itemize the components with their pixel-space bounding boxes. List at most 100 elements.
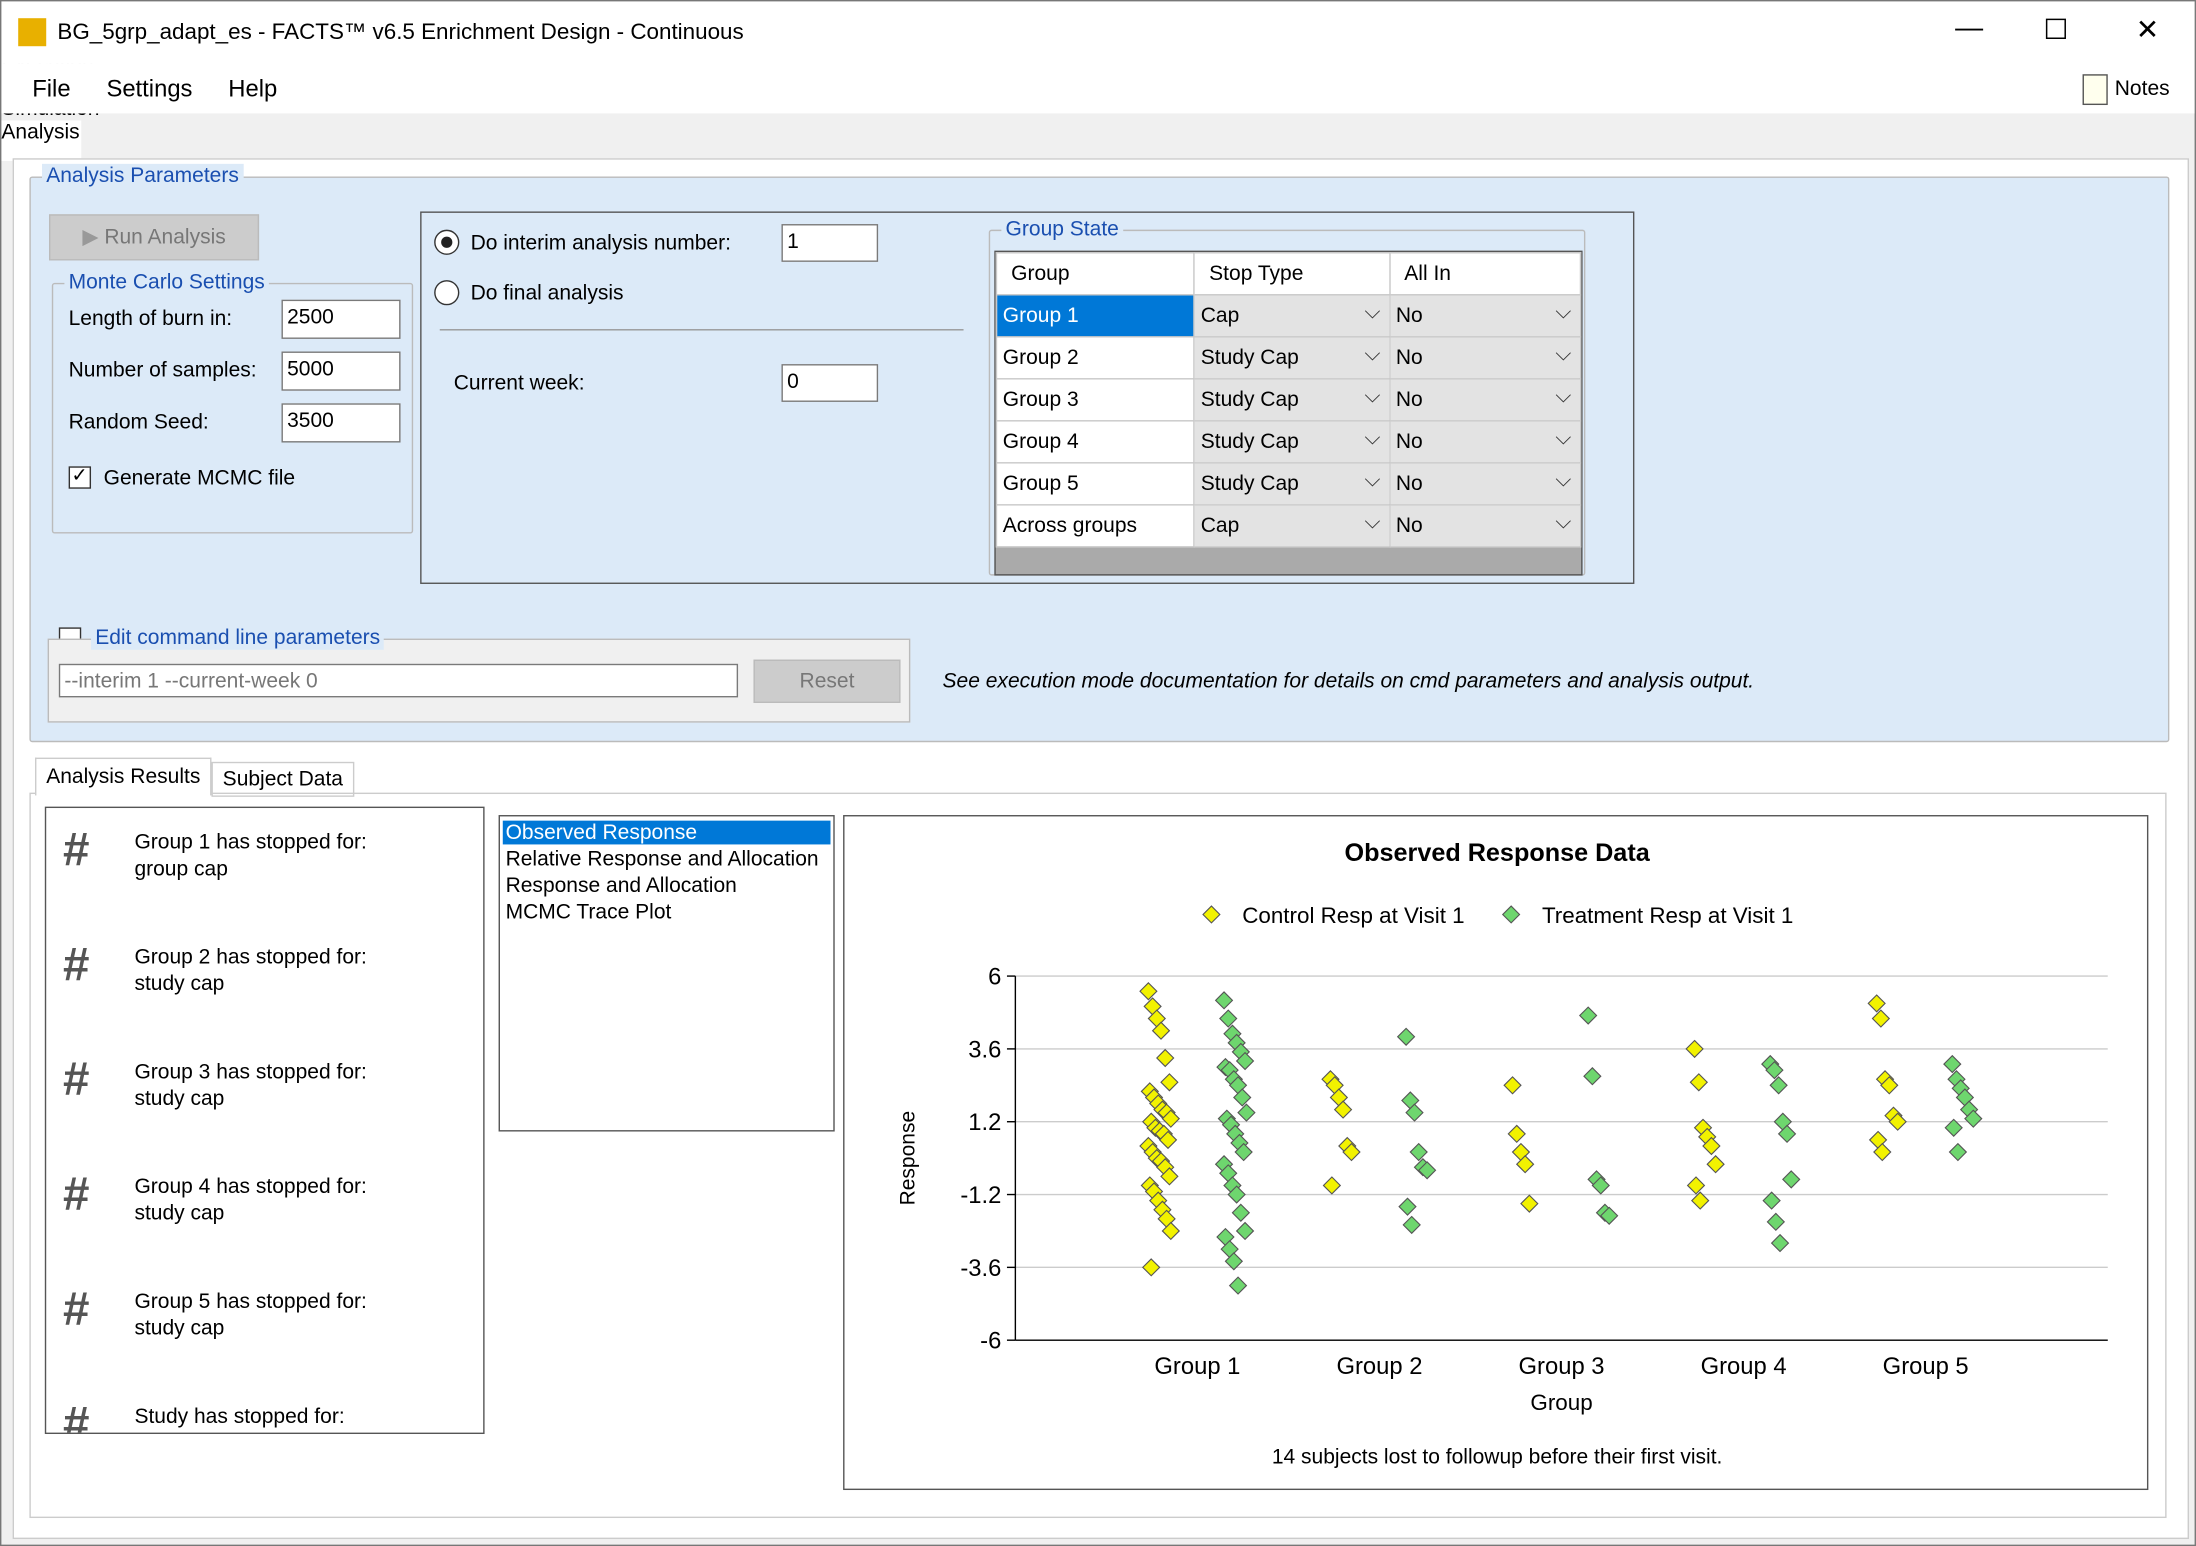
- analysis-options: [420, 211, 1635, 584]
- hash-icon: #: [63, 1167, 90, 1222]
- plot-option[interactable]: MCMC Trace Plot: [505, 900, 672, 925]
- plot-option[interactable]: Response and Allocation: [505, 873, 737, 898]
- hash-icon: #: [63, 1397, 90, 1435]
- data-point: [1770, 1233, 1790, 1253]
- menu-item[interactable]: File: [32, 75, 71, 103]
- maximize[interactable]: ☐: [2043, 15, 2069, 47]
- x-tick-label: Group 3: [1519, 1353, 1605, 1380]
- dropdown-cell[interactable]: Study Cap: [1193, 336, 1391, 380]
- cmd-input[interactable]: --interim 1 --current-week 0: [58, 663, 739, 698]
- data-point: [1405, 1103, 1424, 1122]
- message-reason: study cap: [134, 1086, 225, 1111]
- radio-label: Do final analysis: [470, 281, 624, 306]
- results-tab-active[interactable]: Analysis Results: [35, 757, 212, 796]
- data-point: [1409, 1142, 1428, 1162]
- message-reason: group cap: [134, 857, 228, 881]
- interim-input[interactable]: 1: [781, 224, 879, 262]
- data-point: [1227, 1185, 1246, 1204]
- data-point: [1151, 1021, 1171, 1040]
- row-header: Group 3: [995, 378, 1196, 422]
- dropdown-cell[interactable]: No: [1388, 378, 1582, 422]
- radio[interactable]: [434, 280, 460, 306]
- data-point: [1161, 1109, 1181, 1128]
- message-title: Group 2 has stopped for:: [134, 945, 367, 970]
- minimize[interactable]: —: [1955, 12, 1984, 44]
- y-axis-label: Response: [897, 1111, 920, 1206]
- run-analysis-button[interactable]: ▶ Run Analysis: [49, 214, 260, 261]
- data-point: [1583, 1067, 1602, 1086]
- data-point: [1691, 1191, 1710, 1210]
- field-input[interactable]: 5000: [281, 351, 401, 391]
- row-header: Across groups: [995, 504, 1196, 548]
- dropdown-cell[interactable]: Cap: [1193, 504, 1391, 548]
- hash-icon: #: [63, 1282, 90, 1336]
- checkbox[interactable]: ✓: [68, 464, 92, 489]
- hash-icon: #: [63, 823, 90, 877]
- results-tab[interactable]: Subject Data: [211, 761, 355, 797]
- table-row: Group 1CapNo: [995, 294, 1582, 338]
- plot-option[interactable]: Relative Response and Allocation: [505, 847, 819, 872]
- data-point: [1706, 1155, 1725, 1174]
- dropdown-cell[interactable]: No: [1388, 336, 1582, 380]
- dropdown-cell[interactable]: No: [1388, 420, 1582, 464]
- data-point: [1777, 1124, 1797, 1144]
- column-header: Group: [995, 252, 1196, 296]
- week-input[interactable]: 0: [781, 364, 879, 402]
- data-point: [1322, 1176, 1342, 1195]
- plot-option[interactable]: Observed Response: [502, 820, 831, 845]
- radio-selected[interactable]: [434, 229, 460, 255]
- data-point: [1702, 1136, 1721, 1156]
- dropdown-cell[interactable]: Study Cap: [1193, 420, 1391, 464]
- results-page: [29, 792, 2167, 1519]
- data-point: [1689, 1073, 1709, 1092]
- reset-button[interactable]: Reset: [753, 659, 901, 704]
- dropdown-cell[interactable]: No: [1388, 294, 1582, 338]
- close[interactable]: ✕: [2135, 15, 2160, 47]
- menu-item[interactable]: Help: [228, 75, 278, 103]
- data-point: [1142, 1258, 1161, 1277]
- y-tick-label: -6: [980, 1328, 1001, 1355]
- row-header: Group 1: [995, 294, 1196, 338]
- data-point: [1871, 1009, 1891, 1028]
- data-point: [1685, 1039, 1704, 1059]
- field-input[interactable]: 2500: [281, 299, 401, 339]
- chart: Observed Response Data Control Resp at Vi…: [897, 839, 2108, 1468]
- data-point: [1888, 1112, 1907, 1131]
- dropdown-cell[interactable]: No: [1388, 462, 1582, 506]
- menu-bar: [1, 63, 2195, 114]
- data-point: [1880, 1076, 1899, 1095]
- tab-active[interactable]: Analysis: [1, 120, 82, 162]
- data-point: [1398, 1197, 1417, 1216]
- legend-marker: [1202, 905, 1221, 924]
- data-point: [1944, 1118, 1963, 1137]
- x-tick-label: Group 5: [1883, 1353, 1969, 1380]
- column-header: Stop Type: [1193, 252, 1391, 296]
- row-header: Group 5: [995, 462, 1196, 506]
- data-point: [1873, 1142, 1892, 1162]
- dropdown-cell[interactable]: Cap: [1193, 294, 1391, 338]
- dropdown-cell[interactable]: No: [1388, 504, 1582, 548]
- dropdown-cell[interactable]: Study Cap: [1193, 378, 1391, 422]
- hash-icon: #: [63, 938, 90, 992]
- cmd-note: See execution mode documentation for det…: [942, 669, 1755, 694]
- window-title: BG_5grp_adapt_es - FACTS™ v6.5 Enrichmen…: [57, 21, 744, 45]
- data-point: [1520, 1194, 1539, 1213]
- message-reason: study cap: [134, 971, 225, 996]
- x-tick-label: Group 2: [1336, 1353, 1422, 1380]
- chart-title: Observed Response Data: [1345, 839, 1651, 867]
- data-point: [1158, 1130, 1178, 1150]
- checkbox-label: Generate MCMC file: [103, 466, 296, 491]
- data-point: [1156, 1048, 1175, 1068]
- data-point: [1219, 1009, 1238, 1028]
- data-point: [1686, 1176, 1706, 1195]
- menu-item[interactable]: Settings: [106, 75, 193, 103]
- notes-button[interactable]: Notes: [2114, 77, 2170, 101]
- field-input[interactable]: 3500: [281, 403, 401, 443]
- data-point: [1160, 1073, 1179, 1092]
- data-point: [1333, 1100, 1353, 1119]
- data-point: [1964, 1109, 1983, 1128]
- button-label: Run Analysis: [104, 225, 226, 250]
- dropdown-cell[interactable]: Study Cap: [1193, 462, 1391, 506]
